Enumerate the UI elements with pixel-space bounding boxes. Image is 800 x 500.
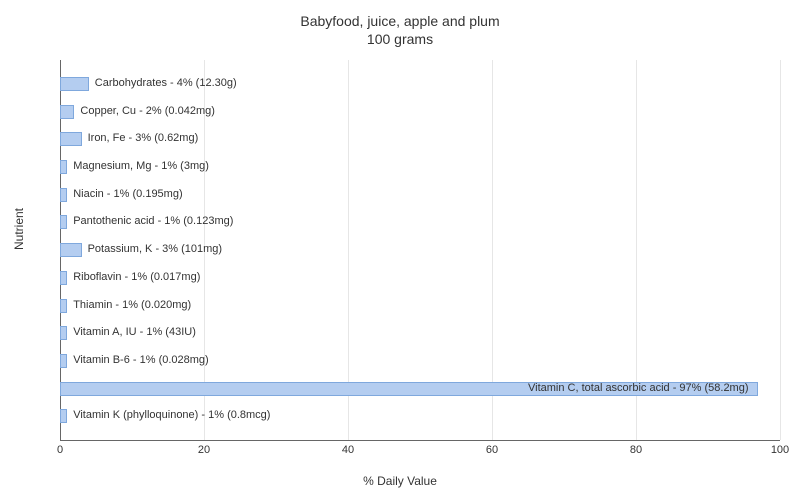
bar [60,77,89,91]
bar-row: Vitamin A, IU - 1% (43IU) [60,319,780,347]
bar [60,409,67,423]
bar-label: Vitamin K (phylloquinone) - 1% (0.8mcg) [73,408,270,422]
bar-label: Iron, Fe - 3% (0.62mg) [88,131,199,145]
bar-row: Magnesium, Mg - 1% (3mg) [60,153,780,181]
bar-label: Copper, Cu - 2% (0.042mg) [80,104,215,118]
bar-label: Vitamin B-6 - 1% (0.028mg) [73,353,209,367]
nutrient-chart: Babyfood, juice, apple and plum 100 gram… [0,0,800,500]
bars-group: Carbohydrates - 4% (12.30g) Copper, Cu - … [60,70,780,430]
bar-label: Vitamin C, total ascorbic acid - 97% (58… [528,381,749,395]
x-tick-label: 40 [328,444,368,456]
chart-title: Babyfood, juice, apple and plum 100 gram… [0,12,800,48]
bar-row: Vitamin K (phylloquinone) - 1% (0.8mcg) [60,402,780,430]
gridline [780,60,781,440]
x-tick-label: 60 [472,444,512,456]
bar-row: Carbohydrates - 4% (12.30g) [60,70,780,98]
bar-label: Carbohydrates - 4% (12.30g) [95,76,237,90]
bar-row: Iron, Fe - 3% (0.62mg) [60,125,780,153]
x-tick-label: 80 [616,444,656,456]
bar-row: Potassium, K - 3% (101mg) [60,236,780,264]
bar-row: Thiamin - 1% (0.020mg) [60,292,780,320]
title-line-2: 100 grams [367,31,433,47]
y-axis-label: Nutrient [12,208,26,250]
bar-label: Vitamin A, IU - 1% (43IU) [73,325,196,339]
bar-label: Niacin - 1% (0.195mg) [73,187,182,201]
bar-label: Pantothenic acid - 1% (0.123mg) [73,214,233,228]
bar-row: Vitamin B-6 - 1% (0.028mg) [60,347,780,375]
bar [60,271,67,285]
bar-row: Niacin - 1% (0.195mg) [60,181,780,209]
bar [60,132,82,146]
bar-label: Riboflavin - 1% (0.017mg) [73,270,200,284]
x-tick-label: 20 [184,444,224,456]
bar-row: Pantothenic acid - 1% (0.123mg) [60,208,780,236]
title-line-1: Babyfood, juice, apple and plum [300,13,499,29]
bar [60,105,74,119]
bar [60,188,67,202]
bar-label: Potassium, K - 3% (101mg) [88,242,223,256]
x-tick-label: 100 [760,444,800,456]
bar-row: Riboflavin - 1% (0.017mg) [60,264,780,292]
bar [60,160,67,174]
x-axis-label: % Daily Value [0,474,800,488]
bar-label: Magnesium, Mg - 1% (3mg) [73,159,209,173]
bar-row: Copper, Cu - 2% (0.042mg) [60,98,780,126]
bar-row: Vitamin C, total ascorbic acid - 97% (58… [60,375,780,403]
bar [60,243,82,257]
bar [60,215,67,229]
x-tick-label: 0 [40,444,80,456]
bar [60,299,67,313]
bar [60,326,67,340]
bar [60,354,67,368]
bar-label: Thiamin - 1% (0.020mg) [73,298,191,312]
